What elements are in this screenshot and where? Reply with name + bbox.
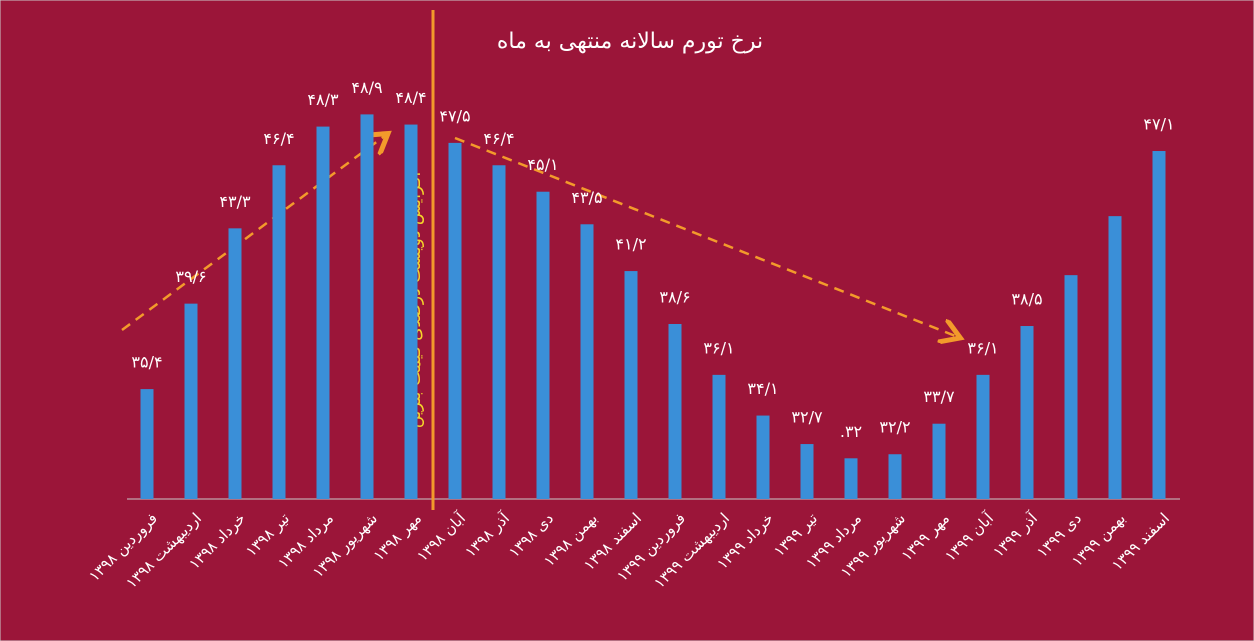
value-label: ۳۴/۱ — [747, 379, 778, 398]
value-label: ۴۷/۱ — [1143, 115, 1174, 134]
value-label: ۳۶/۱ — [703, 338, 734, 357]
value-label: ۴۷/۵ — [439, 106, 470, 125]
trend-arrow — [121, 135, 386, 332]
value-label: ۴۸/۳ — [307, 90, 339, 109]
bar — [492, 165, 506, 499]
bar — [668, 323, 682, 499]
bar — [580, 224, 594, 499]
bar — [844, 458, 858, 499]
value-label: ۳۶/۱ — [967, 338, 998, 357]
bar — [360, 114, 374, 499]
value-label: ۳۲. — [840, 422, 862, 441]
bar — [756, 415, 770, 499]
bar — [888, 454, 902, 499]
trend-arrow — [454, 136, 958, 337]
bar — [316, 126, 330, 499]
bar — [272, 165, 286, 499]
value-label: ۳۹/۶ — [175, 267, 206, 286]
value-label: ۴۸/۹ — [351, 78, 382, 97]
value-label: ۴۱/۲ — [615, 235, 646, 254]
bar — [448, 142, 462, 499]
value-label: ۴۳/۳ — [219, 192, 251, 211]
bar — [1020, 326, 1034, 499]
bar — [404, 124, 418, 499]
bar — [976, 374, 990, 499]
bar — [184, 303, 198, 499]
value-label: ۳۸/۵ — [1011, 290, 1042, 309]
bar — [624, 271, 638, 499]
bar — [1152, 151, 1166, 499]
bar — [228, 228, 242, 499]
value-label: ۳۳/۷ — [923, 387, 955, 406]
value-label: ۳۵/۴ — [131, 353, 162, 372]
value-label: ۴۳/۵ — [571, 188, 602, 207]
bar — [140, 389, 154, 499]
value-label: ۴۶/۴ — [483, 129, 514, 148]
chart-title: نرخ تورم سالانه منتهی به ماه — [497, 29, 763, 54]
bar — [712, 374, 726, 499]
bar — [1108, 216, 1122, 499]
value-label: ۳۸/۶ — [659, 287, 690, 306]
value-label: ۳۲/۲ — [879, 418, 910, 437]
bar — [1064, 275, 1078, 499]
bar — [536, 191, 550, 499]
bar — [800, 444, 814, 499]
value-label: ۴۸/۴ — [395, 88, 426, 107]
value-label: ۳۲/۷ — [791, 408, 823, 427]
value-label: ۴۵/۱ — [527, 155, 558, 174]
bar — [932, 423, 946, 499]
value-label: ۴۶/۴ — [263, 129, 294, 148]
